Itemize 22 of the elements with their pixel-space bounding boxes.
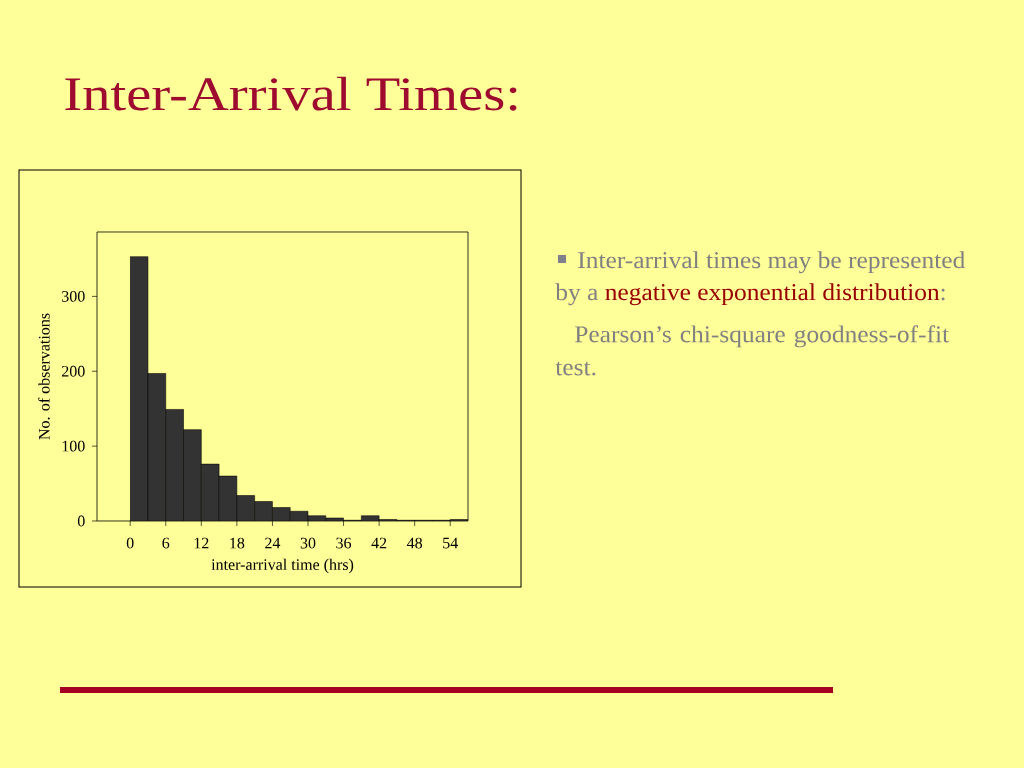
x-tick-label: 36 [336,537,352,549]
y-tick-label: 0 [77,515,85,527]
x-tick-label: 0 [126,537,134,549]
x-tick-label: 48 [406,537,423,549]
x-tick-label: 12 [194,537,209,549]
text: negative exponential distribution [605,283,940,306]
text: Inter-arrival times may be represented [578,251,966,274]
x-tick-label: 42 [371,537,387,549]
y-axis-title: No. of observations [38,313,50,440]
x-tick-label: 18 [230,537,245,549]
text: by a [555,283,599,306]
x-tick-label: 30 [300,537,316,549]
y-tick-label: 200 [62,365,85,377]
text: Pearson’s chi-square goodness-of-fit test. [555,325,950,376]
chart-title: Inter-Arrival Times: [65,76,517,111]
text: : [941,288,945,301]
y-tick-label: 300 [62,290,85,302]
y-tick-label: 100 [62,440,85,452]
x-tick-label: 6 [162,537,170,549]
x-tick-label: 24 [265,537,281,549]
x-axis-title: inter-arrival time (hrs) [211,558,354,574]
x-tick-label: 54 [443,537,458,549]
